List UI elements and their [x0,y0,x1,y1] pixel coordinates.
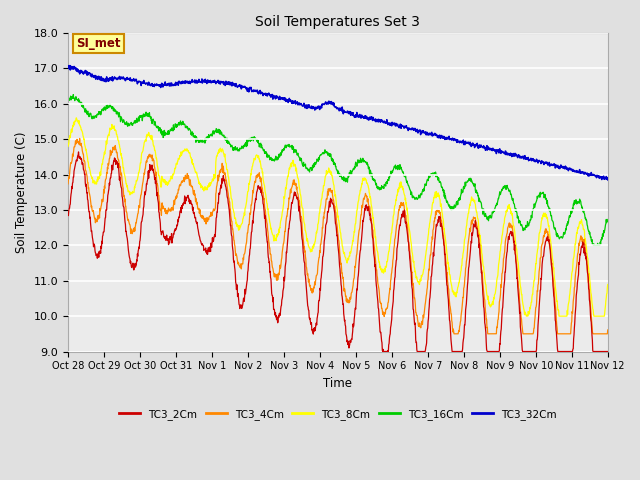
X-axis label: Time: Time [323,377,353,390]
Title: Soil Temperatures Set 3: Soil Temperatures Set 3 [255,15,420,29]
Y-axis label: Soil Temperature (C): Soil Temperature (C) [15,132,28,253]
Text: SI_met: SI_met [76,37,120,50]
Legend: TC3_2Cm, TC3_4Cm, TC3_8Cm, TC3_16Cm, TC3_32Cm: TC3_2Cm, TC3_4Cm, TC3_8Cm, TC3_16Cm, TC3… [115,405,561,424]
